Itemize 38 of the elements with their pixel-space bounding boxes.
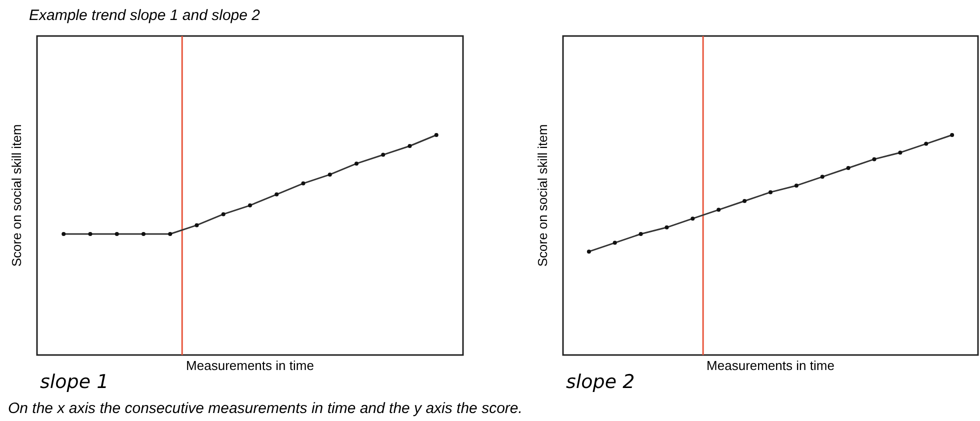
point: [381, 152, 386, 157]
y-axis-title: Score on social skill item: [9, 124, 24, 267]
point: [88, 232, 92, 236]
x-axis-title: Measurements in time: [186, 358, 314, 373]
text: slope 1: [40, 371, 109, 393]
point: [664, 225, 669, 230]
point: [846, 166, 850, 170]
point: [716, 208, 721, 212]
x-axis-title: Measurements in time: [706, 358, 834, 373]
point: [872, 157, 876, 162]
point: [768, 190, 772, 194]
point: [820, 174, 824, 179]
point: [794, 184, 798, 188]
point: [434, 133, 438, 137]
point: [408, 144, 412, 148]
point: [586, 250, 591, 254]
point: [638, 232, 643, 236]
point: [612, 240, 617, 245]
text: On the x axis the consecutive measurements in time and the y axis the score.: [8, 400, 522, 417]
y-axis-title: Score on social skill item: [535, 124, 550, 267]
point: [924, 142, 928, 146]
point: [114, 232, 119, 236]
point: [742, 199, 747, 203]
point: [248, 203, 252, 208]
point: [328, 172, 332, 177]
point: [142, 232, 146, 236]
point: [274, 192, 279, 196]
point: [354, 162, 358, 166]
point: [301, 181, 306, 186]
text: slope 2: [566, 371, 635, 393]
point: [168, 232, 172, 236]
point: [950, 133, 954, 137]
point: [898, 150, 902, 155]
point: [221, 212, 226, 216]
point: [62, 232, 66, 236]
point: [690, 216, 695, 221]
point: [194, 223, 199, 228]
chart-title: Example trend slope 1 and slope 2: [29, 7, 261, 24]
